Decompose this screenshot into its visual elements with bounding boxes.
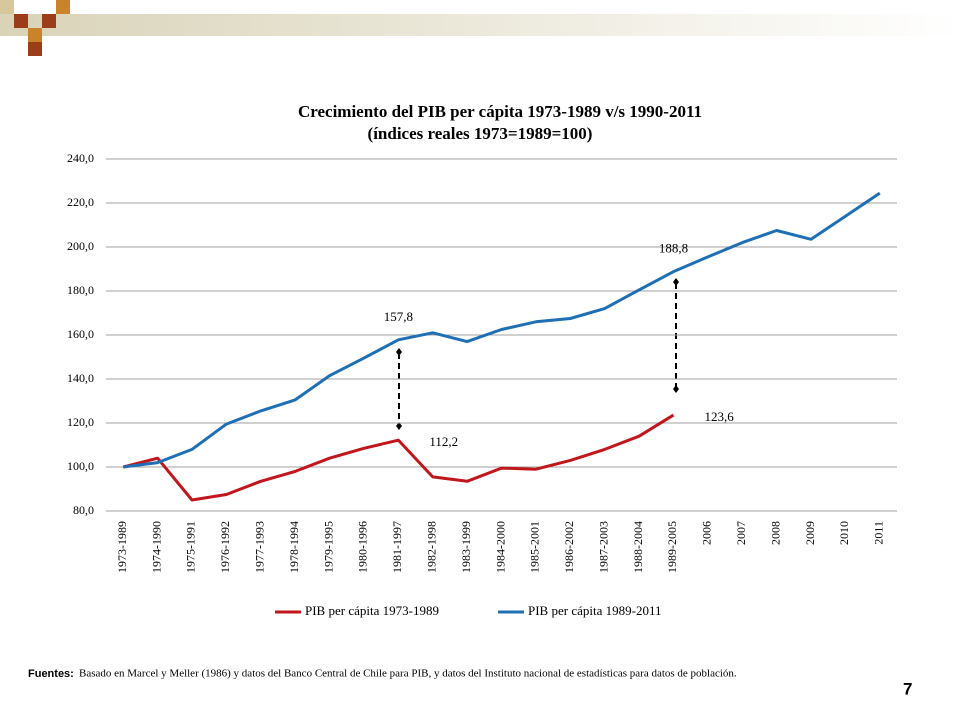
- x-tick-label: 1979-1995: [321, 521, 335, 573]
- x-tick-label: 1981-1997: [390, 521, 404, 573]
- series-line: [122, 413, 675, 502]
- y-tick-label: 140,0: [67, 371, 94, 385]
- deco-square: [0, 0, 14, 14]
- data-label: 123,6: [704, 409, 734, 424]
- data-label: 112,2: [429, 434, 458, 449]
- diamond: [396, 348, 402, 356]
- diamond: [673, 278, 679, 286]
- x-tick-label: 2008: [768, 521, 782, 545]
- x-tick-label: 1976-1992: [218, 521, 232, 573]
- x-tick-label: 1989-2005: [665, 521, 679, 573]
- diamond: [673, 385, 679, 393]
- x-tick-label: 1983-1999: [459, 521, 473, 573]
- chart-subtitle: (índices reales 1973=1989=100): [368, 124, 593, 143]
- page-number: 7: [903, 679, 912, 698]
- y-tick-label: 220,0: [67, 195, 94, 209]
- x-tick-label: 1986-2002: [562, 521, 576, 573]
- y-tick-label: 120,0: [67, 415, 94, 429]
- x-tick-label: 1988-2004: [631, 521, 645, 573]
- x-tick-label: 2011: [872, 521, 886, 545]
- x-tick-label: 2007: [734, 521, 748, 545]
- x-tick-label: 1978-1994: [287, 521, 301, 573]
- diamond: [396, 422, 402, 430]
- y-tick-label: 160,0: [67, 327, 94, 341]
- header-band: [0, 14, 960, 36]
- arrow-heads: [396, 278, 679, 430]
- y-tick-label: 180,0: [67, 283, 94, 297]
- annotation-arrows: [398, 283, 677, 425]
- legend-label: PIB per cápita 1989-2011: [528, 603, 661, 618]
- data-label: 157,8: [384, 309, 413, 324]
- x-tick-label: 1973-1989: [115, 521, 129, 573]
- x-tick-label: 1980-1996: [356, 521, 370, 573]
- x-tick-label: 1982-1998: [424, 521, 438, 573]
- footer-label: Fuentes:: [28, 668, 74, 680]
- chart-title: Crecimiento del PIB per cápita 1973-1989…: [298, 102, 702, 121]
- data-label: 188,8: [659, 241, 688, 256]
- x-tick-label: 1987-2003: [596, 521, 610, 573]
- x-tick-label: 1977-1993: [253, 521, 267, 573]
- y-tick-label: 80,0: [73, 503, 94, 517]
- x-tick-label: 2006: [700, 521, 714, 545]
- y-tick-label: 100,0: [67, 459, 94, 473]
- footer-text: Basado en Marcel y Meller (1986) y datos…: [79, 668, 737, 680]
- x-tick-label: 1974-1990: [149, 521, 163, 573]
- x-tick-label: 1975-1991: [184, 521, 198, 573]
- y-tick-label: 240,0: [67, 151, 94, 165]
- deco-square: [14, 14, 28, 28]
- x-tick-label: 1984-2000: [493, 521, 507, 573]
- deco-square: [56, 0, 70, 14]
- deco-square: [28, 42, 42, 56]
- deco-square: [28, 28, 42, 42]
- y-tick-label: 200,0: [67, 239, 94, 253]
- deco-square: [42, 14, 56, 28]
- legend-label: PIB per cápita 1973-1989: [305, 603, 439, 618]
- x-tick-label: 2010: [837, 521, 851, 545]
- x-tick-label: 2009: [803, 521, 817, 545]
- series-line: [123, 191, 881, 469]
- x-tick-label: 1985-2001: [528, 521, 542, 573]
